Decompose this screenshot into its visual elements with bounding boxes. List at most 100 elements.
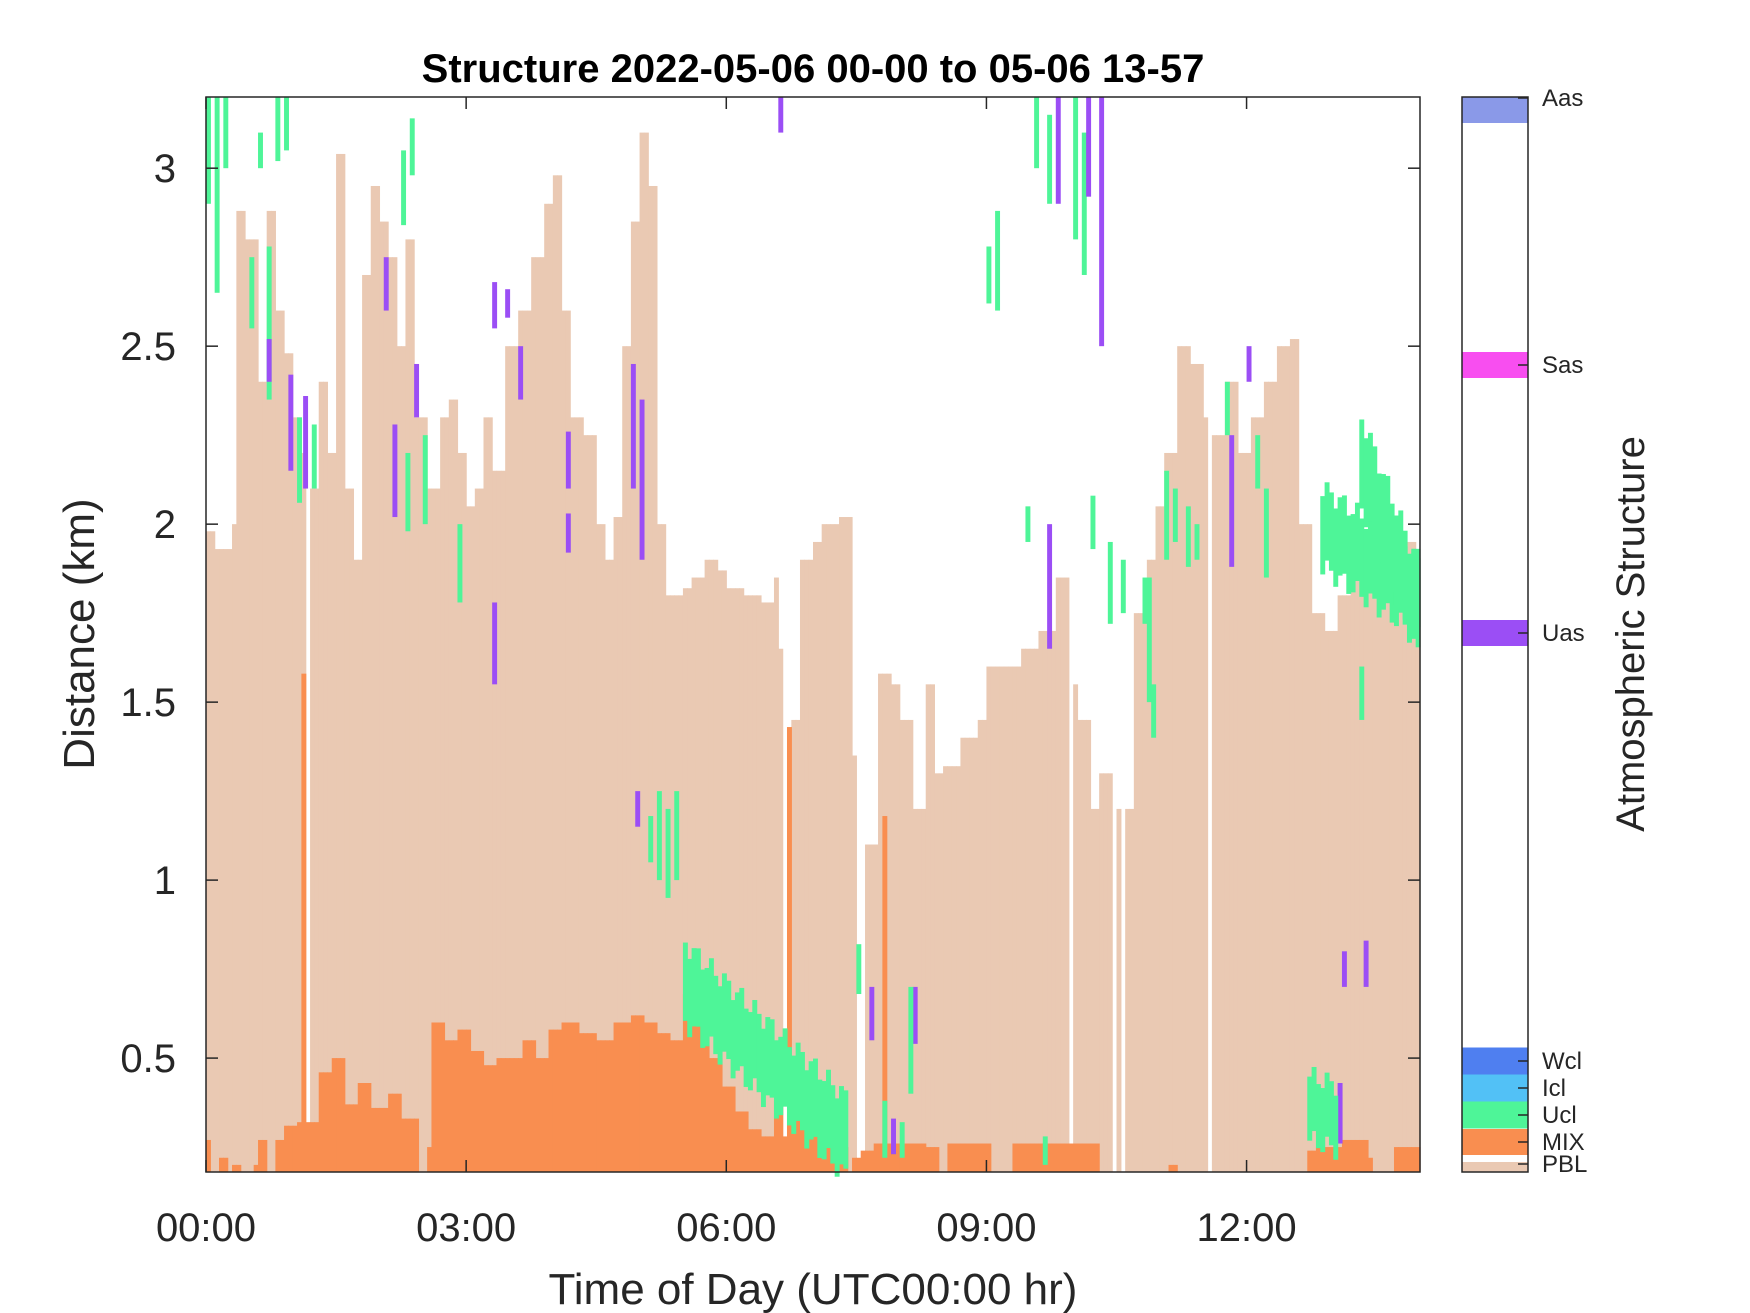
mix-column	[318, 1072, 324, 1172]
pbl-column	[1146, 559, 1152, 1172]
cloud-band-ucl	[782, 1028, 788, 1107]
pbl-column	[852, 755, 857, 1172]
mix-column	[258, 1139, 263, 1172]
cloud-segment-ucl	[1142, 577, 1148, 624]
cloud-band-ucl	[730, 1000, 736, 1079]
cloud-band-ucl	[1354, 502, 1360, 581]
pbl-column	[262, 381, 268, 1173]
pbl-column	[765, 602, 771, 1172]
cloud-segment-ucl	[1090, 495, 1096, 550]
mix-column	[388, 1093, 394, 1172]
mix-column	[1307, 1150, 1313, 1172]
pbl-column	[219, 549, 224, 1172]
pbl-column	[708, 559, 714, 1172]
colorbar-tick-label: Wcl	[1542, 1048, 1582, 1075]
mix-column	[886, 1143, 892, 1172]
pbl-column	[1203, 417, 1209, 1172]
pbl-column	[678, 595, 684, 1172]
mix-column	[912, 1143, 918, 1172]
x-tick-label: 12:00	[1197, 1206, 1297, 1250]
pbl-column	[635, 221, 641, 1173]
mix-column	[340, 1058, 346, 1172]
mix-column	[366, 1083, 372, 1172]
pbl-column	[1315, 613, 1321, 1172]
cloud-segment-ucl	[311, 424, 317, 489]
cloud-segment-uas	[518, 346, 524, 400]
cloud-segment-ucl	[882, 1100, 888, 1158]
mix-column	[457, 1029, 463, 1172]
pbl-column	[1125, 808, 1131, 1172]
mix-column	[947, 1143, 953, 1172]
cloud-band-ucl	[1324, 1072, 1330, 1137]
cloud-band-ucl	[1402, 530, 1408, 620]
pbl-column	[401, 346, 407, 1172]
pbl-column	[1263, 381, 1269, 1173]
cloud-band-ucl	[808, 1061, 814, 1140]
cloud-band-ucl	[1367, 515, 1373, 594]
cloud-segment-ucl	[275, 97, 281, 162]
mix-column	[461, 1029, 467, 1172]
pbl-column	[535, 257, 541, 1172]
cloud-segment-ucl	[986, 246, 992, 304]
mix-column	[700, 1022, 706, 1172]
cloud-segment-uas	[1337, 1083, 1343, 1144]
mix-column	[574, 1022, 580, 1172]
cloud-segment-ucl	[1255, 435, 1261, 489]
cloud-band-ucl	[1350, 514, 1356, 593]
pbl-column	[964, 737, 970, 1172]
mix-column	[353, 1104, 359, 1172]
pbl-column	[908, 719, 914, 1172]
pbl-column	[804, 559, 810, 1172]
cloud-segment-uas	[912, 986, 918, 1044]
mix-column	[934, 1147, 940, 1172]
pbl-column	[995, 666, 1001, 1172]
pbl-column	[245, 239, 250, 1173]
pbl-column	[1281, 346, 1287, 1172]
pbl-column	[344, 488, 350, 1173]
mix-column	[704, 1022, 710, 1172]
mix-column	[778, 1100, 784, 1172]
mix-column	[1025, 1143, 1031, 1172]
mix-column	[336, 1058, 342, 1172]
mix-column	[930, 1147, 935, 1172]
mix-column	[427, 1147, 433, 1172]
cloud-band-ucl	[1372, 446, 1378, 536]
mix-column	[535, 1058, 541, 1172]
cloud-band-ucl	[1320, 1088, 1326, 1153]
mix-column	[1315, 1147, 1321, 1172]
x-tick-label: 03:00	[416, 1206, 516, 1250]
pbl-column	[422, 417, 428, 1172]
pbl-column	[973, 737, 979, 1172]
pbl-column	[674, 595, 680, 1172]
pbl-column	[474, 488, 480, 1173]
pbl-column	[1129, 808, 1135, 1172]
mix-column	[1090, 1143, 1096, 1172]
mix-column	[708, 1058, 714, 1172]
pbl-column	[513, 346, 519, 1172]
mix-column	[401, 1118, 407, 1172]
pbl-column	[544, 203, 550, 1172]
pbl-column	[578, 417, 584, 1172]
pbl-column	[405, 239, 411, 1173]
pbl-column	[1034, 648, 1040, 1172]
pbl-column	[687, 588, 693, 1172]
mix-column	[964, 1143, 970, 1172]
pbl-column	[1307, 524, 1313, 1172]
cloud-segment-uas	[778, 97, 784, 133]
mix-column	[1406, 1147, 1412, 1172]
mix-column	[908, 1143, 914, 1172]
pbl-column	[1398, 595, 1404, 1172]
cloud-band-ucl	[700, 969, 706, 1048]
pbl-column	[392, 257, 398, 1172]
cloud-segment-ucl	[258, 132, 263, 169]
pbl-column	[1302, 524, 1308, 1172]
mix-column	[674, 1040, 680, 1172]
cloud-segment-uas	[869, 986, 875, 1041]
mix-column	[305, 1122, 311, 1172]
pbl-column	[1116, 808, 1122, 1172]
pbl-column	[1172, 452, 1178, 1172]
cloud-segment-ucl	[1172, 488, 1178, 542]
pbl-column	[574, 417, 580, 1172]
cloud-band-ucl	[1376, 539, 1382, 618]
pbl-column	[1328, 630, 1334, 1172]
